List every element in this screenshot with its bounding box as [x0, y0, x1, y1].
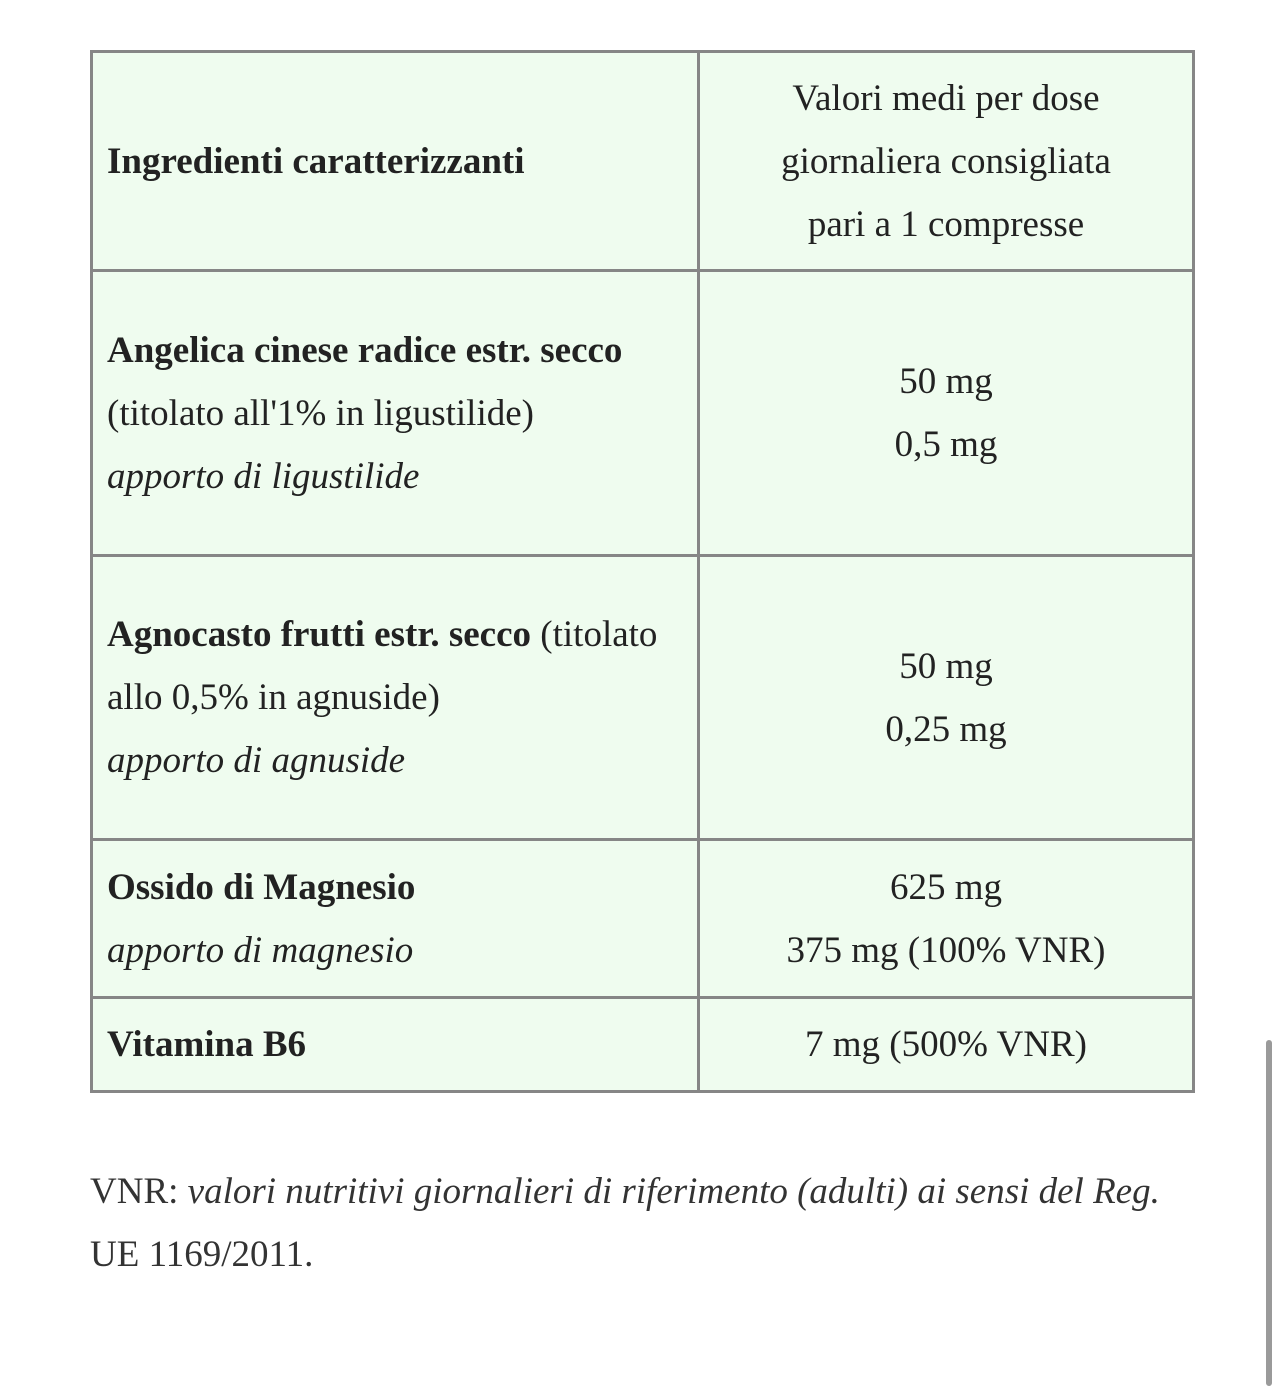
header-values-line: giornaliera consigliata [781, 140, 1111, 182]
value-cell: 625 mg 375 mg (100% VNR) [697, 838, 1195, 999]
value-cell: 7 mg (500% VNR) [697, 996, 1195, 1093]
ingredient-cell: Vitamina B6 [90, 996, 700, 1093]
value: 7 mg (500% VNR) [805, 1024, 1087, 1065]
ingredient-detail: (titolato all'1% in ligustilide) [107, 392, 534, 434]
value-cell: 50 mg 0,5 mg [697, 269, 1195, 557]
ingredient-sub: apporto di agnuside [107, 740, 406, 781]
ingredient-cell: Ossido di Magnesio apporto di magnesio [90, 838, 700, 999]
table-row: Ossido di Magnesio apporto di magnesio 6… [90, 838, 1195, 999]
value: 0,25 mg [885, 708, 1007, 750]
header-values-line: pari a 1 compresse [807, 203, 1085, 245]
value: 0,5 mg [894, 424, 998, 465]
ingredient-cell: Agnocasto frutti estr. secco (titolato a… [90, 554, 700, 841]
ingredient-name: Angelica cinese radice estr. secco [107, 329, 623, 371]
table-header-row: Ingredienti caratterizzanti Valori medi … [90, 50, 1195, 272]
footnote-prefix: VNR: [90, 1171, 188, 1212]
header-ingredients-label: Ingredienti caratterizzanti [107, 140, 525, 182]
table-row: Angelica cinese radice estr. secco (tito… [90, 269, 1195, 557]
nutrition-table: Ingredienti caratterizzanti Valori medi … [90, 50, 1195, 1093]
ingredient-detail: (titolato allo 0,5% in agnuside) [107, 614, 658, 718]
ingredient-name: Ossido di Magnesio [107, 866, 416, 908]
ingredient-name: Vitamina B6 [107, 1024, 307, 1065]
header-ingredients: Ingredienti caratterizzanti [90, 50, 700, 272]
table-row: Agnocasto frutti estr. secco (titolato a… [90, 554, 1195, 841]
header-values: Valori medi per dose giornaliera consigl… [697, 50, 1195, 272]
value: 625 mg [889, 866, 1003, 908]
value: 50 mg [899, 645, 993, 687]
ingredient-sub: apporto di magnesio [107, 929, 414, 971]
ingredient-name: Agnocasto frutti estr. secco [107, 614, 532, 655]
footnote-italic: valori nutritivi giornalieri di riferime… [187, 1171, 1160, 1212]
ingredient-sub: apporto di ligustilide [107, 455, 420, 497]
value: 50 mg [899, 361, 993, 402]
header-values-line: Valori medi per dose [792, 77, 1100, 119]
vnr-footnote: VNR: valori nutritivi giornalieri di rif… [90, 1160, 1200, 1286]
scrollbar[interactable] [1266, 1040, 1272, 1386]
value-cell: 50 mg 0,25 mg [697, 554, 1195, 841]
footnote-suffix: UE 1169/2011. [90, 1234, 314, 1275]
table-row: Vitamina B6 7 mg (500% VNR) [90, 996, 1195, 1093]
value: 375 mg (100% VNR) [786, 929, 1106, 971]
ingredient-cell: Angelica cinese radice estr. secco (tito… [90, 269, 700, 557]
